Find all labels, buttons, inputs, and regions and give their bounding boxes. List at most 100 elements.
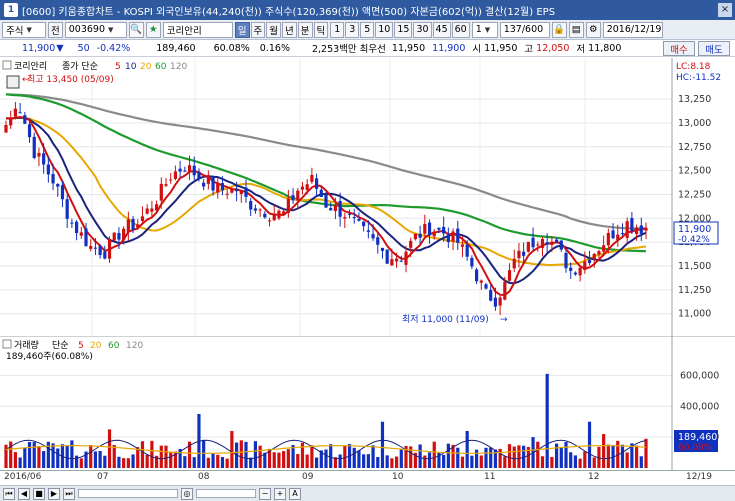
- period-month-button[interactable]: 월: [266, 21, 281, 38]
- low-value: 11,800: [588, 42, 622, 54]
- period-buttons: 일 주 월 년 분 틱: [234, 21, 329, 38]
- volume-bar: [112, 445, 116, 468]
- current-volume-pct: 60.08%: [678, 443, 713, 453]
- legend-ma10: 10: [125, 62, 137, 72]
- candle-body: [602, 245, 606, 252]
- candle-body: [60, 185, 65, 200]
- volume-bar: [639, 456, 643, 468]
- volume-bar: [512, 446, 516, 468]
- volume-bar: [300, 442, 305, 468]
- candle-body: [418, 233, 422, 238]
- volume-bar: [343, 445, 347, 468]
- plus-icon[interactable]: +: [274, 487, 286, 500]
- price-tick-label: 11,250: [678, 285, 711, 296]
- candle-body: [554, 239, 559, 242]
- volume-bar: [484, 447, 488, 468]
- period-day-button[interactable]: 일: [234, 21, 250, 38]
- candle-body: [531, 237, 535, 248]
- settings-icon[interactable]: ⚙: [585, 21, 601, 38]
- volume-bar: [211, 453, 215, 468]
- price-chart[interactable]: 13,25013,00012,75012,50012,25012,00011,7…: [0, 58, 735, 336]
- candle-body: [399, 260, 403, 262]
- price-change-pct: -0.42%: [96, 42, 131, 54]
- candle-body: [352, 217, 356, 219]
- scroll-right-icon[interactable]: ▶: [48, 487, 60, 500]
- candle-body: [98, 245, 102, 256]
- candle-body: [239, 190, 243, 195]
- candle-body: [27, 124, 32, 138]
- candle-body: [84, 228, 88, 247]
- minus-icon[interactable]: −: [259, 487, 271, 500]
- interval-10-button[interactable]: 10: [375, 21, 394, 38]
- period-tick-button[interactable]: 틱: [313, 21, 329, 38]
- lock-icon[interactable]: 🔒: [551, 21, 567, 38]
- volume-bar: [399, 449, 403, 468]
- market-select[interactable]: 주식 ▼: [2, 21, 46, 38]
- candle-body: [460, 244, 465, 247]
- period-minute-button[interactable]: 분: [297, 21, 313, 38]
- scroll-right-end-icon[interactable]: ⏭: [63, 487, 75, 500]
- chart-tool-icon[interactable]: [6, 75, 20, 89]
- period-year-button[interactable]: 년: [282, 21, 297, 38]
- buy-button[interactable]: 매수: [663, 41, 695, 56]
- interval-5-button[interactable]: 5: [360, 21, 375, 38]
- favorite-icon[interactable]: ★: [145, 21, 161, 38]
- candle-body: [140, 216, 145, 221]
- candle-body: [225, 193, 229, 195]
- count-select[interactable]: 1 ▼: [471, 21, 498, 38]
- volume-bar: [27, 441, 32, 468]
- ma5-line: [5, 115, 647, 297]
- period-week-button[interactable]: 주: [250, 21, 266, 38]
- interval-45-button[interactable]: 45: [432, 21, 451, 38]
- candle-body: [564, 252, 568, 269]
- candle-body: [206, 176, 210, 184]
- scroll-left-end-icon[interactable]: ⏮: [3, 487, 15, 500]
- candle-body: [159, 183, 163, 201]
- date-axis: 2016/06 07 08 09 10 11 12 12/19: [0, 470, 735, 484]
- candle-body: [89, 246, 93, 249]
- candle-body: [409, 240, 413, 248]
- volume-bar: [310, 445, 314, 468]
- interval-3-button[interactable]: 3: [345, 21, 360, 38]
- candle-body: [51, 173, 55, 184]
- sell-button[interactable]: 매도: [698, 41, 730, 56]
- volume-bar: [89, 445, 93, 468]
- candle-body: [324, 195, 328, 208]
- zoom-icon[interactable]: ◎: [181, 487, 193, 500]
- candle-body: [107, 239, 112, 259]
- candle-body: [625, 221, 629, 238]
- scroll-left-icon[interactable]: ◀: [18, 487, 30, 500]
- volume-bar: [56, 448, 60, 468]
- interval-15-button[interactable]: 15: [394, 21, 413, 38]
- save-icon[interactable]: ▤: [568, 21, 584, 38]
- volume-bar: [625, 452, 629, 468]
- market-value: 주식: [6, 25, 24, 37]
- volume-bar: [150, 440, 154, 468]
- range-track[interactable]: [196, 489, 256, 498]
- open-label: 시: [472, 44, 482, 55]
- candle-body: [267, 220, 272, 222]
- page-position[interactable]: 137/600: [499, 21, 550, 38]
- volume-bar: [536, 441, 540, 468]
- volume-bar: [192, 457, 196, 468]
- volume-bar: [333, 457, 338, 468]
- candle-body: [164, 184, 168, 186]
- interval-30-button[interactable]: 30: [413, 21, 432, 38]
- volume-bar: [154, 455, 159, 468]
- interval-60-button[interactable]: 60: [451, 21, 470, 38]
- volume-bar: [296, 454, 300, 468]
- interval-1-button[interactable]: 1: [330, 21, 345, 38]
- close-icon[interactable]: ×: [718, 3, 732, 17]
- stop-icon[interactable]: ■: [33, 487, 45, 500]
- font-icon[interactable]: A: [289, 487, 301, 500]
- stock-code-input[interactable]: 003690 ▼: [64, 21, 127, 38]
- prev-button[interactable]: 전: [48, 21, 63, 38]
- volume-bar: [371, 445, 375, 468]
- candle-body: [169, 179, 173, 181]
- volume-bar: [286, 449, 290, 468]
- candle-body: [333, 205, 338, 212]
- date-field[interactable]: 2016/12/19: [602, 21, 663, 38]
- search-icon[interactable]: 🔍: [128, 21, 144, 38]
- scroll-track[interactable]: [78, 489, 178, 498]
